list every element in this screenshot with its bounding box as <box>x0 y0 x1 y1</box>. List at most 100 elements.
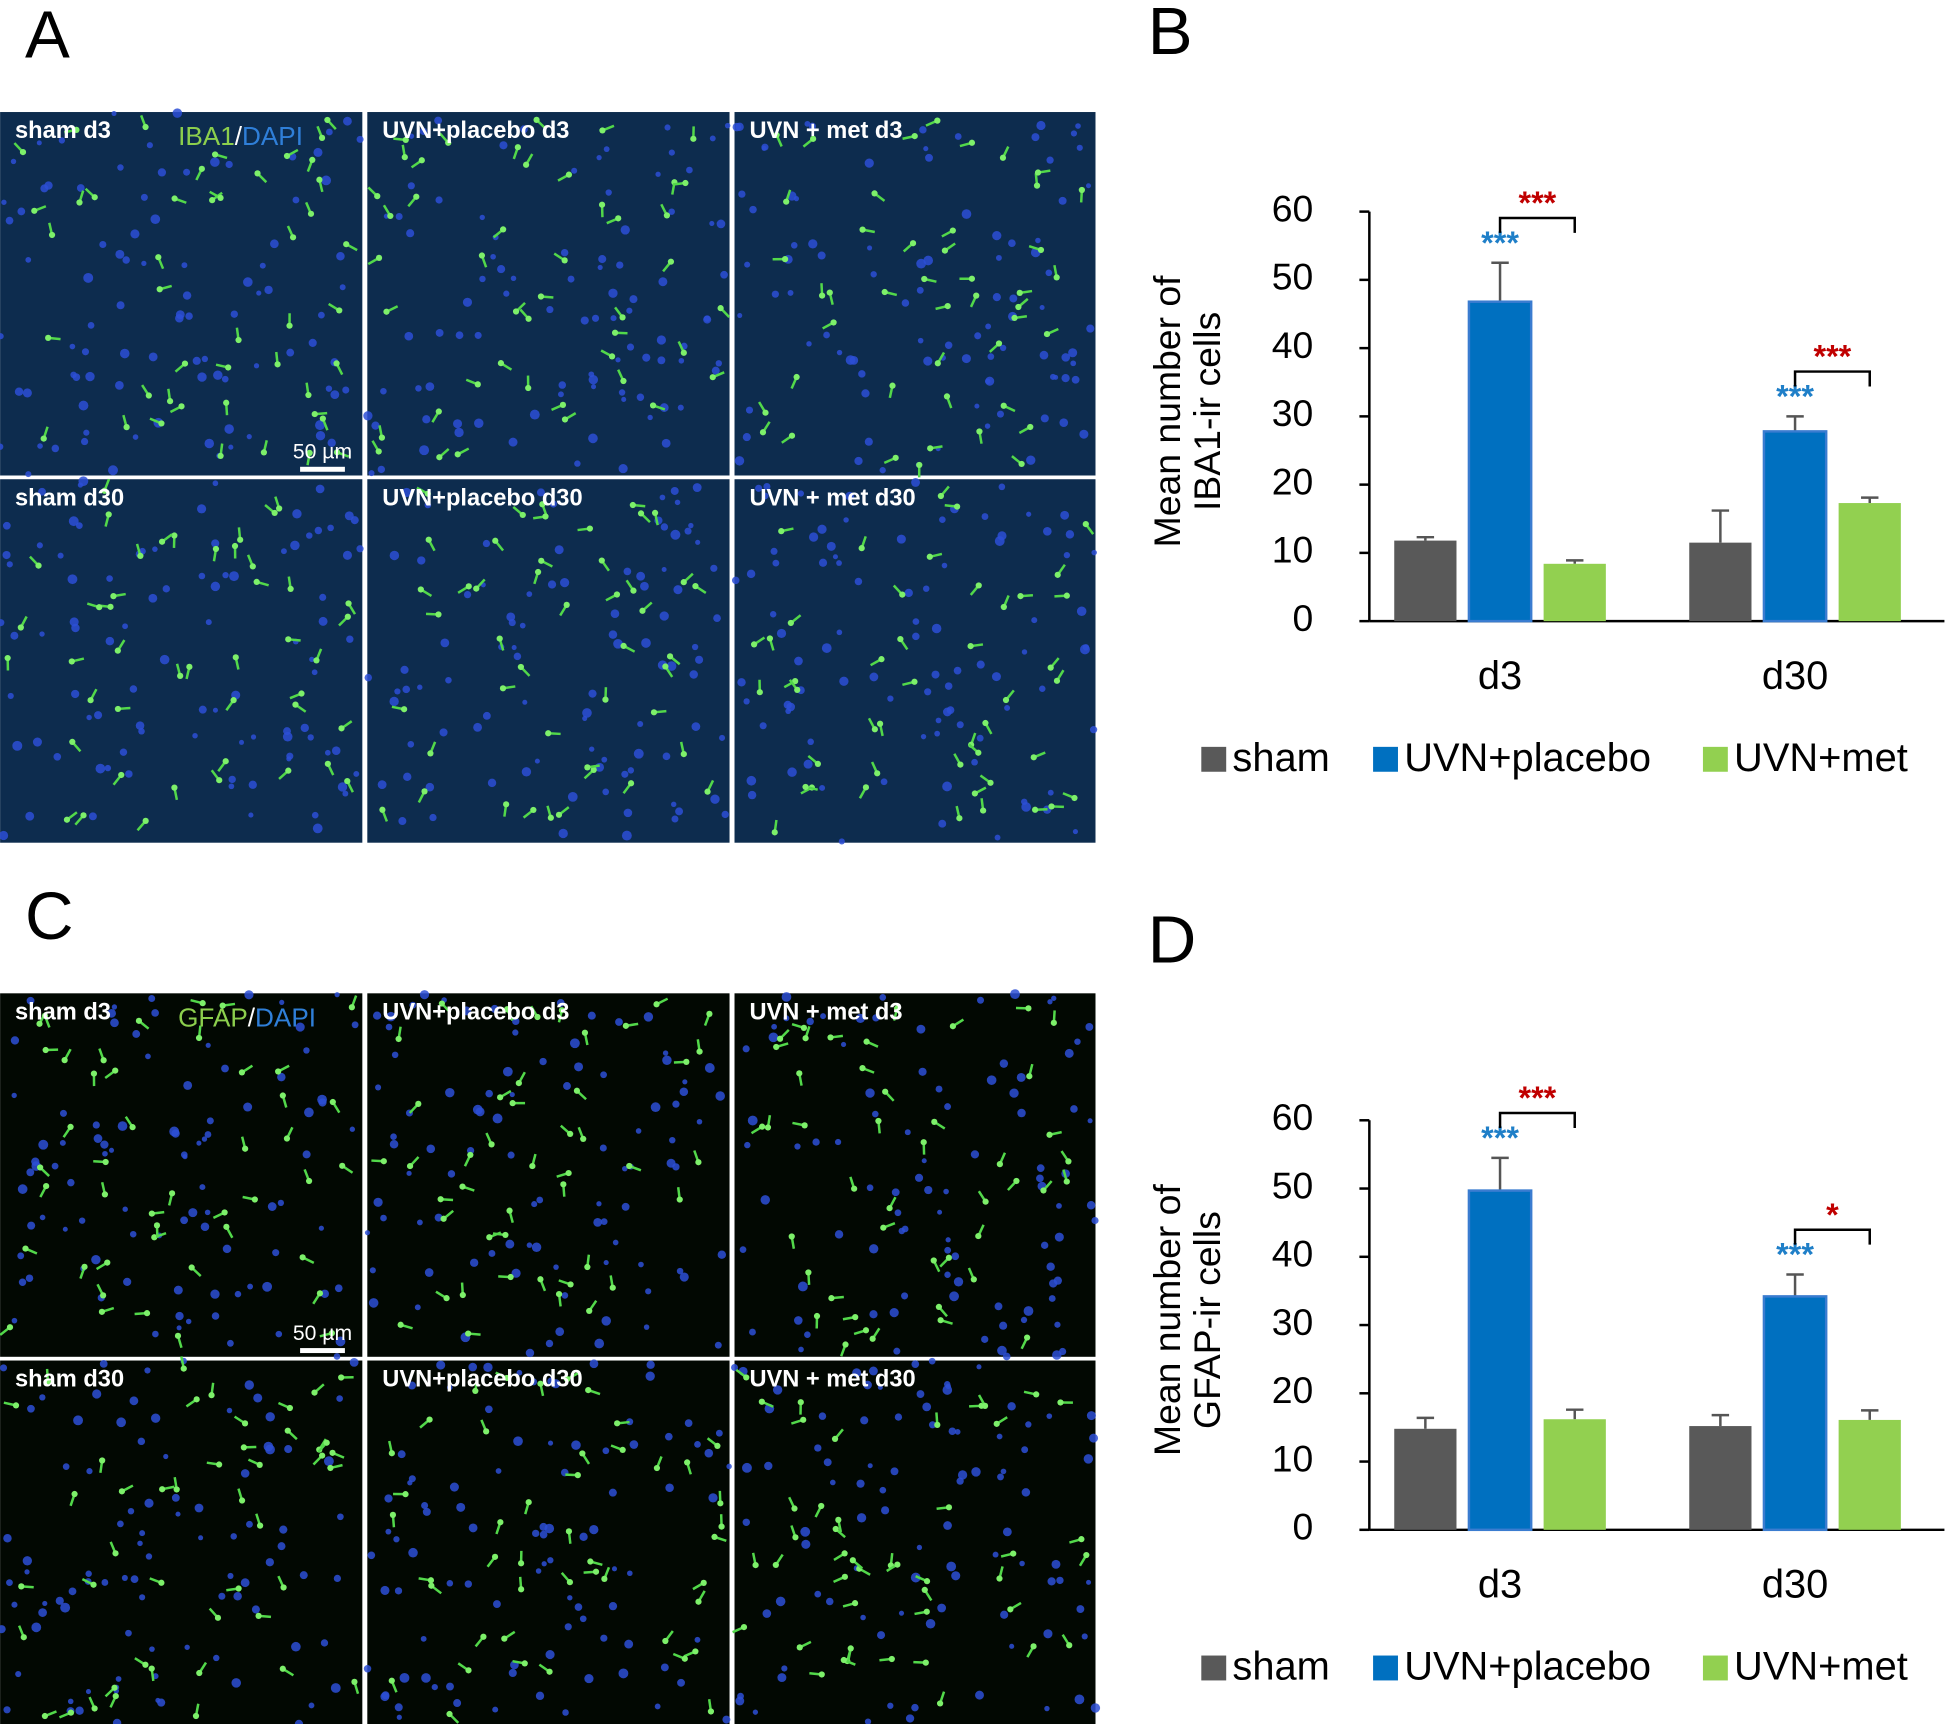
nucleus <box>579 1532 588 1542</box>
cell-body <box>534 1013 541 1021</box>
legend-label: UVN+met <box>1734 736 1908 780</box>
micrograph <box>731 1357 1101 1724</box>
cell-body <box>148 1210 155 1217</box>
cell-body <box>976 428 983 435</box>
nucleus <box>497 265 506 274</box>
nucleus <box>626 343 635 351</box>
cell-body <box>619 1446 626 1454</box>
nucleus <box>221 1064 229 1073</box>
cell-body <box>852 1314 859 1321</box>
nucleus <box>152 546 158 552</box>
y-tick-label: 50 <box>1272 256 1314 298</box>
cell-body <box>871 190 878 197</box>
nucleus <box>549 500 558 508</box>
nucleus <box>130 229 140 239</box>
nucleus <box>394 688 401 695</box>
nucleus <box>912 632 920 641</box>
stain-part: / <box>235 121 243 151</box>
nucleus <box>591 314 600 322</box>
bar <box>1689 1426 1752 1530</box>
nucleus <box>1079 429 1089 439</box>
nucleus <box>665 1483 674 1493</box>
nucleus <box>1000 1610 1009 1619</box>
nucleus <box>856 1479 865 1488</box>
nucleus <box>664 1432 673 1441</box>
nucleus <box>744 1141 751 1149</box>
nucleus <box>1064 1048 1074 1058</box>
cell-body <box>614 1420 621 1427</box>
cell-body <box>275 1068 282 1075</box>
nucleus <box>139 1594 146 1601</box>
nucleus <box>461 1006 471 1016</box>
nucleus <box>670 486 679 495</box>
nucleus <box>182 1154 188 1160</box>
nucleus <box>536 488 545 497</box>
nucleus <box>599 1144 607 1152</box>
nucleus <box>804 120 811 127</box>
nucleus <box>992 231 1002 241</box>
nucleus <box>211 1312 220 1320</box>
nucleus <box>421 1501 429 1510</box>
nucleus <box>337 1513 344 1521</box>
cell-body <box>563 601 570 608</box>
cell-body <box>221 1209 228 1216</box>
cell-body <box>651 509 659 517</box>
nucleus <box>490 1004 499 1013</box>
cell-body <box>425 536 432 543</box>
nucleus <box>139 1530 146 1537</box>
nucleus <box>971 1467 981 1477</box>
micrograph <box>363 1359 732 1724</box>
nucleus <box>916 1024 926 1034</box>
nucleus <box>526 591 533 598</box>
cell-body <box>567 1281 574 1288</box>
cell-body <box>941 247 949 254</box>
cell-body <box>565 1169 572 1177</box>
nucleus <box>931 670 940 679</box>
nucleus <box>770 547 778 555</box>
nucleus <box>594 1338 605 1349</box>
nucleus <box>91 1254 101 1265</box>
nucleus <box>440 638 450 648</box>
cell-body <box>630 587 637 594</box>
nucleus <box>689 670 698 679</box>
nucleus <box>251 1605 260 1614</box>
nucleus <box>69 343 76 350</box>
nucleus <box>781 1665 788 1672</box>
nucleus <box>31 1157 40 1166</box>
nucleus <box>292 509 302 519</box>
nucleus <box>938 819 947 828</box>
nucleus <box>911 478 920 487</box>
nucleus <box>627 767 635 774</box>
nucleus <box>999 1059 1009 1068</box>
nucleus <box>867 1463 873 1469</box>
cell-body <box>1050 1019 1057 1026</box>
nucleus <box>308 1702 315 1709</box>
nucleus <box>2 521 11 530</box>
nucleus <box>1061 353 1071 362</box>
nucleus <box>115 1676 122 1682</box>
cell-body <box>1063 592 1070 599</box>
cell-body <box>319 1452 326 1459</box>
nucleus <box>356 135 364 143</box>
cell-body <box>378 434 386 441</box>
cell-body <box>514 144 521 151</box>
nucleus <box>608 1488 617 1497</box>
nucleus <box>976 734 984 742</box>
nucleus <box>794 1316 803 1325</box>
nucleus <box>446 1580 454 1587</box>
cell-body <box>709 374 716 381</box>
nucleus <box>531 1242 542 1253</box>
cell-body <box>137 552 144 560</box>
nucleus <box>1061 373 1070 383</box>
nucleus <box>364 1230 371 1236</box>
cell-body <box>993 1420 1000 1427</box>
cell-body <box>287 585 294 593</box>
nucleus <box>571 167 578 174</box>
nucleus <box>724 122 731 129</box>
nucleus <box>872 1014 880 1022</box>
stain-part: DAPI <box>255 1002 316 1032</box>
nucleus <box>834 1230 844 1239</box>
nucleus <box>224 424 234 434</box>
legend-swatch <box>1702 1655 1728 1681</box>
nucleus <box>409 1001 417 1009</box>
